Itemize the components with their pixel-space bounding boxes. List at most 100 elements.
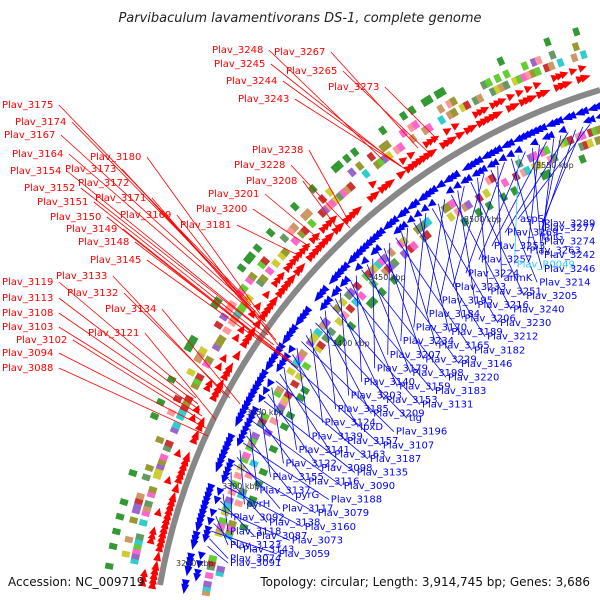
reverse-gene-arrow — [226, 462, 234, 472]
forward-gene-arrow — [153, 551, 161, 562]
forward-gene-arrow — [301, 242, 311, 252]
reverse-gene-label: Plav_3196 — [396, 427, 447, 438]
gene-feature-box — [487, 173, 498, 184]
gene-feature-box — [227, 519, 237, 528]
gene-feature-box — [141, 473, 151, 482]
gene-feature-box — [579, 49, 588, 60]
reverse-gene-arrow — [201, 500, 210, 511]
reverse-callout-line — [438, 203, 463, 319]
forward-gene-label: Plav_3243 — [238, 94, 289, 105]
gene-feature-box — [115, 512, 125, 521]
accession-text: Accession: NC_009719 — [8, 575, 144, 589]
gene-feature-box — [382, 139, 392, 150]
forward-callout-line — [270, 63, 395, 163]
reverse-gene-arrow — [181, 583, 190, 595]
reverse-gene-label: aspS — [520, 214, 544, 225]
forward-callout-line — [290, 164, 351, 229]
right-label-group: aspS Plav_3289Plav_3277Plav_3269thiGPlav_… — [230, 214, 595, 569]
gene-feature-box — [497, 82, 507, 93]
gene-feature-box — [460, 202, 470, 213]
gene-feature-box — [424, 122, 434, 133]
reverse-gene-label: Plav_3059 — [279, 549, 330, 560]
gene-feature-box — [463, 199, 474, 210]
reverse-gene-arrow — [445, 185, 455, 194]
forward-callout-line — [330, 51, 419, 149]
gene-feature-box — [213, 320, 224, 330]
reverse-gene-label: Plav_3183 — [435, 386, 486, 397]
reverse-callout-line — [315, 322, 408, 419]
gene-feature-box — [326, 326, 337, 337]
reverse-gene-label: Plav_3118 — [230, 526, 281, 537]
gene-feature-box — [337, 297, 348, 307]
gene-feature-box — [276, 401, 287, 411]
reverse-gene-label: Plav_3143 — [243, 544, 294, 555]
gene-feature-box — [538, 147, 547, 158]
forward-gene-label: Plav_3174 — [15, 117, 66, 128]
forward-gene-arrow — [559, 71, 569, 80]
reverse-gene-label: Plav_3209 — [373, 409, 424, 420]
reverse-gene-arrow — [258, 393, 267, 403]
gene-feature-box — [354, 161, 365, 172]
forward-gene-arrow — [568, 68, 578, 76]
gene-feature-box — [346, 181, 356, 192]
reverse-gene-label: Plav_3139 — [312, 431, 363, 442]
reverse-gene-arrow — [185, 561, 194, 572]
reverse-gene-label: Plav_3263 — [530, 246, 581, 257]
forward-callout-line — [161, 308, 241, 405]
forward-callout-line — [112, 275, 225, 395]
reverse-gene-arrow — [399, 206, 411, 216]
reverse-callout-line — [334, 298, 385, 401]
reverse-gene-arrow — [460, 176, 470, 184]
reverse-callout-line — [296, 347, 310, 437]
reverse-gene-arrow — [340, 261, 351, 272]
reverse-gene-arrow — [276, 363, 285, 373]
gene-feature-box — [410, 119, 421, 130]
reverse-callout-line — [233, 464, 317, 514]
gene-feature-box — [286, 225, 297, 236]
reverse-callout-line — [504, 132, 569, 233]
forward-gene-arrow — [492, 111, 504, 120]
gene-feature-box — [342, 184, 353, 195]
reverse-gene-label: Plav_3122 — [286, 458, 337, 469]
gene-feature-box — [247, 271, 258, 282]
gene-feature-box — [144, 463, 155, 473]
reverse-callout-line — [301, 341, 395, 432]
reverse-gene-label: Plav_3131 — [422, 400, 473, 411]
kbp-tick-label: 3350 kbp — [246, 408, 284, 417]
forward-gene-arrow — [430, 135, 440, 144]
forward-gene-label: Plav_3164 — [12, 149, 63, 160]
forward-gene-label: Plav_3121 — [88, 328, 139, 339]
gene-feature-box — [242, 255, 253, 265]
reverse-gene-arrow — [258, 372, 267, 384]
reverse-callout-line — [395, 237, 473, 351]
forward-gene-label: Plav_3244 — [226, 76, 277, 87]
reverse-gene-arrow — [389, 215, 400, 225]
gene-feature-box — [235, 305, 246, 315]
gene-feature-box — [255, 277, 266, 288]
reverse-gene-label: Plav_3224 — [468, 268, 519, 279]
reverse-callout-line — [361, 269, 447, 378]
reverse-callout-line — [413, 222, 486, 337]
gene-feature-box — [236, 263, 247, 273]
reverse-gene-arrow — [546, 130, 555, 138]
forward-callout-line — [80, 187, 269, 336]
gene-feature-box — [496, 56, 506, 67]
reverse-gene-label: Plav_3116 — [308, 477, 359, 488]
gene-feature-box — [155, 397, 166, 407]
reverse-gene-arrow — [529, 137, 539, 146]
forward-gene-label: Plav_3094 — [2, 348, 53, 359]
forward-gene-arrow — [514, 90, 524, 98]
reverse-gene-arrow — [252, 405, 260, 415]
forward-gene-arrow — [539, 89, 551, 98]
reverse-gene-label: Plav_3220 — [448, 372, 499, 383]
reverse-gene-arrow — [238, 433, 247, 443]
reverse-gene-label: Plav_3240 — [513, 305, 564, 316]
reverse-gene-arrow — [247, 392, 256, 403]
reverse-gene-arrow — [410, 198, 421, 208]
gene-feature-box — [279, 233, 290, 244]
gene-feature-box — [216, 565, 226, 573]
reverse-gene-label: Plav_3138 — [269, 517, 320, 528]
reverse-gene-arrow — [190, 539, 199, 550]
reverse-callout-line — [217, 508, 290, 541]
forward-gene-arrow — [450, 123, 460, 131]
